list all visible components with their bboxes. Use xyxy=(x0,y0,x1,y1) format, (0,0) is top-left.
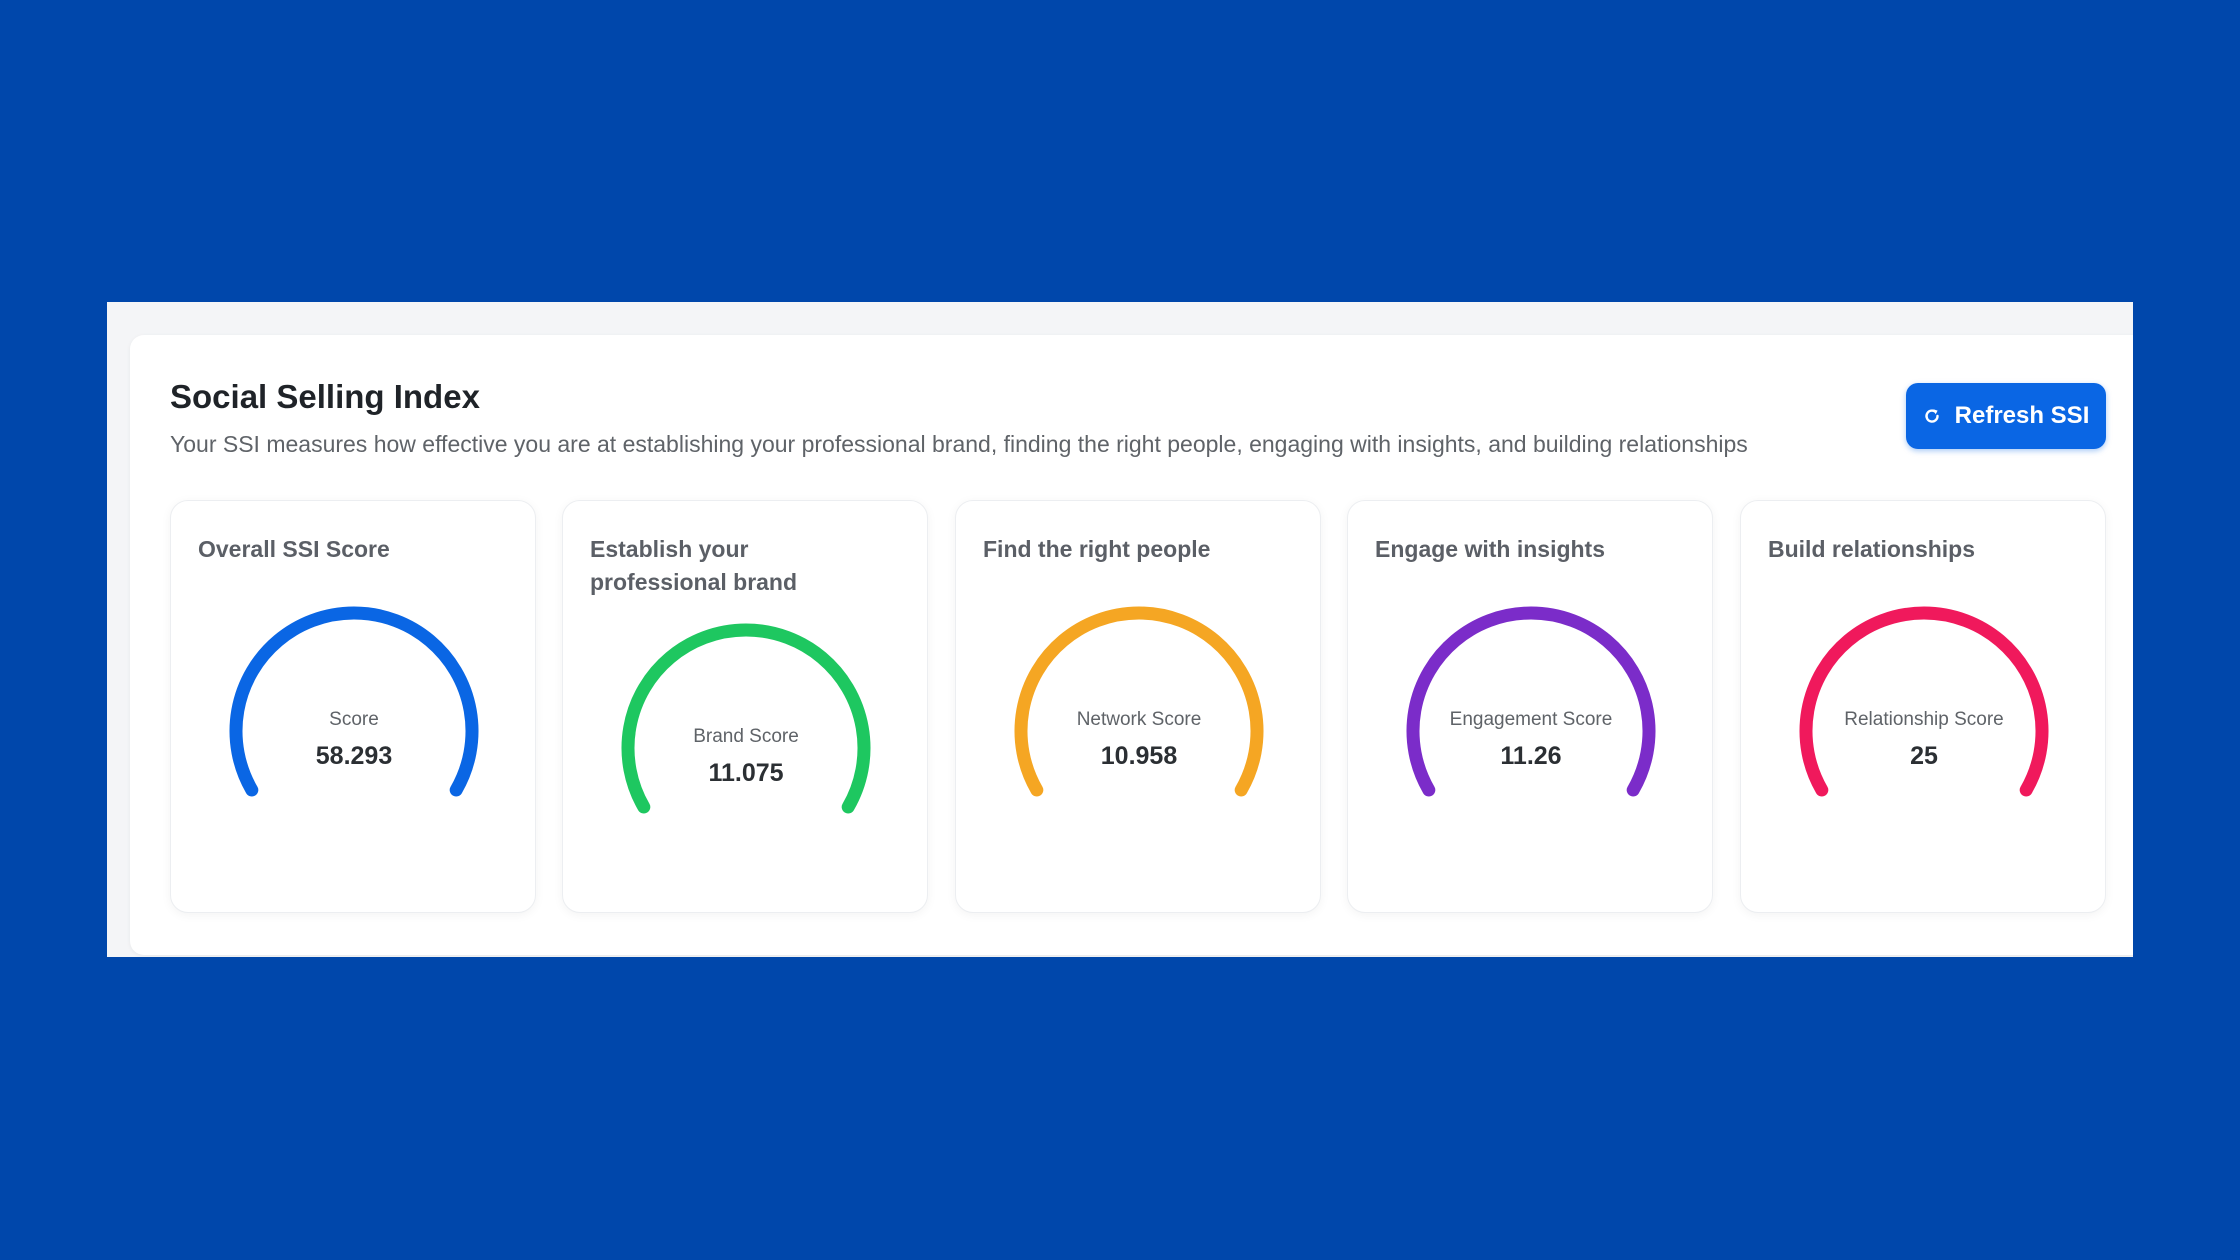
ssi-panel: Social Selling Index Your SSI measures h… xyxy=(130,335,2133,955)
gauge-network: Network Score 10.958 xyxy=(1007,606,1271,851)
gauge-value: 10.958 xyxy=(1100,742,1178,770)
gauge-label: Score xyxy=(329,709,379,730)
refresh-icon xyxy=(1923,407,1941,425)
card-title: Overall SSI Score xyxy=(198,536,390,562)
gauge-overall: Score 58.293 xyxy=(222,606,486,851)
gauge-value: 58.293 xyxy=(315,742,393,770)
card-network: Find the right people Network Score 10.9… xyxy=(955,500,1321,913)
card-relationship: Build relationships Relationship Score 2… xyxy=(1740,500,2106,913)
gauge-value: 25 xyxy=(1910,742,1938,770)
card-overall-ssi: Overall SSI Score Score 58.293 xyxy=(170,500,536,913)
score-cards: Overall SSI Score Score 58.293 Establish… xyxy=(170,500,2106,913)
gauge-value: 11.26 xyxy=(1500,742,1562,770)
page-description: Your SSI measures how effective you are … xyxy=(170,431,1748,457)
gauge-arc-engagement xyxy=(1406,606,1656,797)
gauge-arc-brand xyxy=(621,623,871,814)
gauge-engagement: Engagement Score 11.26 xyxy=(1399,606,1663,851)
card-title: Engage with insights xyxy=(1375,536,1606,562)
app-frame: Social Selling Index Your SSI measures h… xyxy=(107,302,2133,957)
gauge-arc-overall xyxy=(229,606,479,797)
card-title: Find the right people xyxy=(983,536,1211,562)
card-engagement: Engage with insights Engagement Score 11… xyxy=(1347,500,1713,913)
gauge-brand: Brand Score 11.075 xyxy=(614,623,878,868)
refresh-ssi-button[interactable]: Refresh SSI xyxy=(1906,383,2106,449)
card-brand: Establish your professional brand Brand … xyxy=(562,500,928,913)
gauge-arc-network xyxy=(1014,606,1264,797)
gauge-relationship: Relationship Score 25 xyxy=(1792,606,2056,851)
gauge-label: Network Score xyxy=(1076,709,1202,730)
card-title: Build relationships xyxy=(1768,536,1976,562)
gauge-label: Relationship Score xyxy=(1844,709,2004,730)
gauge-label: Brand Score xyxy=(693,726,799,747)
card-title: Establish your professional brand xyxy=(590,536,798,595)
gauge-value: 11.075 xyxy=(708,759,784,787)
refresh-ssi-label: Refresh SSI xyxy=(1954,402,2090,429)
page-title: Social Selling Index xyxy=(170,378,480,415)
gauge-label: Engagement Score xyxy=(1449,709,1613,730)
gauge-arc-relationship xyxy=(1799,606,2049,797)
